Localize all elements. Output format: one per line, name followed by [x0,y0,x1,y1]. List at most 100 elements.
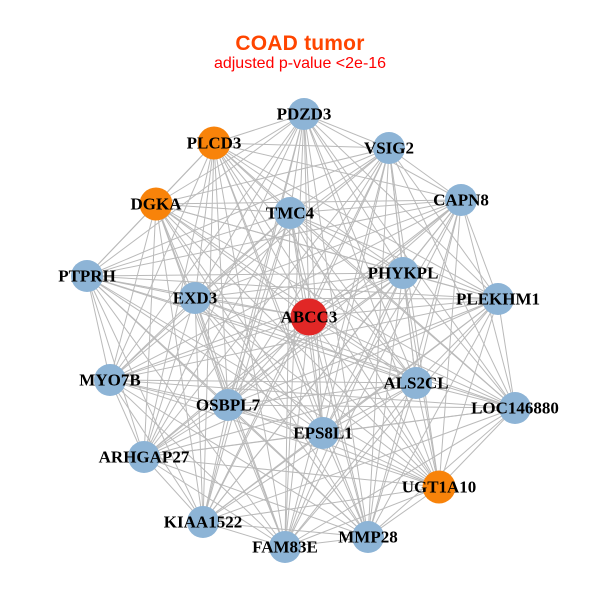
edge [227,404,286,548]
edge [367,298,499,538]
edge [143,212,291,458]
edge [308,316,440,488]
edge [86,275,324,434]
edge [202,404,229,523]
node-PDZD3 [288,98,320,130]
node-label-OSBPL7: OSBPL7 [196,396,261,415]
edge [109,379,417,384]
edge [143,316,310,458]
node-ARHGAP27 [128,441,160,473]
edge [227,113,305,406]
edge [86,272,404,277]
edge [194,297,440,488]
node-MYO7B [94,364,126,396]
node-label-VSIG2: VSIG2 [364,139,414,158]
edge-layer [86,113,516,548]
node-label-TMC4: TMC4 [266,204,315,223]
edge [213,142,404,274]
node-label-PHYKPL: PHYKPL [368,264,439,283]
node-label-MMP28: MMP28 [338,528,397,547]
edge [227,404,516,409]
node-MMP28 [352,521,384,553]
edge [143,298,499,458]
edge [143,404,229,458]
edge [143,272,404,458]
edge [109,379,229,406]
node-VSIG2 [373,132,405,164]
edge [194,142,215,299]
node-label-ARHGAP27: ARHGAP27 [99,448,190,467]
edge [155,203,286,548]
edge [227,404,324,434]
edge [303,113,369,538]
edge [284,272,404,548]
edge [202,147,390,523]
edge [289,212,516,409]
edge [497,298,516,409]
edge [194,297,369,538]
edge [109,316,310,381]
edge [109,147,390,381]
node-PLCD3 [197,126,231,160]
edge [284,298,499,548]
edge [402,272,499,300]
edge [322,382,417,434]
plot-subtitle: adjusted p-value <2e-16 [213,55,387,72]
edge [308,316,417,384]
edge [194,297,229,406]
node-layer [71,98,531,563]
edge [303,113,310,318]
node-KIAA1522 [187,506,219,538]
node-PLEKHM1 [482,283,514,315]
node-PTPRH [71,260,103,292]
edge [213,142,390,149]
node-label-DGKA: DGKA [131,195,183,214]
node-EPS8L1 [307,417,339,449]
edge [213,142,516,409]
edge [289,212,369,538]
edge [202,298,499,523]
node-label-UGT1A10: UGT1A10 [402,478,477,497]
edge [143,297,196,458]
node-label-FAM83E: FAM83E [252,538,318,557]
edge [322,432,369,538]
edge [227,382,417,406]
edge [202,407,516,523]
node-ALS2CL [400,367,432,399]
edge [155,203,516,409]
edge [109,379,516,409]
edge [109,203,157,381]
edge [86,275,111,381]
edge [438,298,499,488]
node-EXD3 [179,282,211,314]
node-label-ABCC3: ABCC3 [281,308,338,327]
edge [86,203,157,277]
edge [86,275,204,523]
edge [155,203,196,299]
edge [109,297,196,381]
edge [202,212,291,523]
edge [227,404,440,488]
edge [227,199,462,406]
edge [460,199,499,300]
node-label-KIAA1522: KIAA1522 [164,513,242,532]
edge [143,456,286,548]
edge [284,147,390,548]
node-DGKA [139,187,173,221]
node-OSBPL7 [212,389,244,421]
node-label-EPS8L1: EPS8L1 [293,424,353,443]
edge [415,382,440,488]
edge [155,113,305,205]
edge [143,432,324,458]
edge [415,298,499,384]
edge [284,432,324,548]
edge [86,275,499,300]
edge [289,199,462,214]
edge [194,272,404,299]
edge [86,275,286,548]
edge [415,382,516,409]
edge [109,379,286,548]
node-label-MYO7B: MYO7B [79,371,140,390]
node-LOC146880 [499,392,531,424]
